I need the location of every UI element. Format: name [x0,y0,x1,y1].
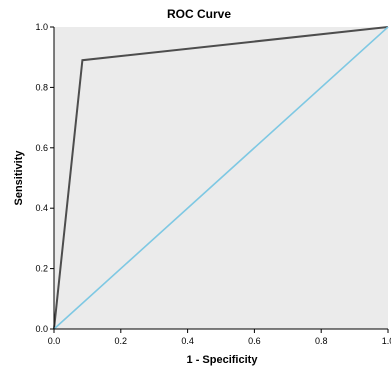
x-axis-label: 1 - Specificity [187,354,259,366]
roc-curve-line [53,26,389,330]
x-tick-label: 0.0 [48,336,61,346]
x-tick-label: 0.6 [248,336,261,346]
y-tick-label: 0.0 [35,324,48,334]
y-tick-label: 0.4 [35,203,48,213]
y-tick-label: 1.0 [35,22,48,32]
y-tick-label: 0.8 [35,82,48,92]
x-tick-label: 0.4 [181,336,194,346]
x-tick-label: 0.8 [315,336,328,346]
reference-diagonal-line [53,26,389,330]
y-tick-label: 0.6 [35,143,48,153]
y-tick-label: 0.2 [35,264,48,274]
plot-layer: 0.0 0.2 0.4 0.6 0.8 1.0 0.0 0.2 0.4 0.6 0.8 1.0 [35,22,391,346]
y-axis-label: Sensitivity [13,150,25,206]
x-tick-label: 0.2 [115,336,128,346]
chart-title: ROC Curve [167,7,231,21]
x-tick-label: 1.0 [382,336,391,346]
